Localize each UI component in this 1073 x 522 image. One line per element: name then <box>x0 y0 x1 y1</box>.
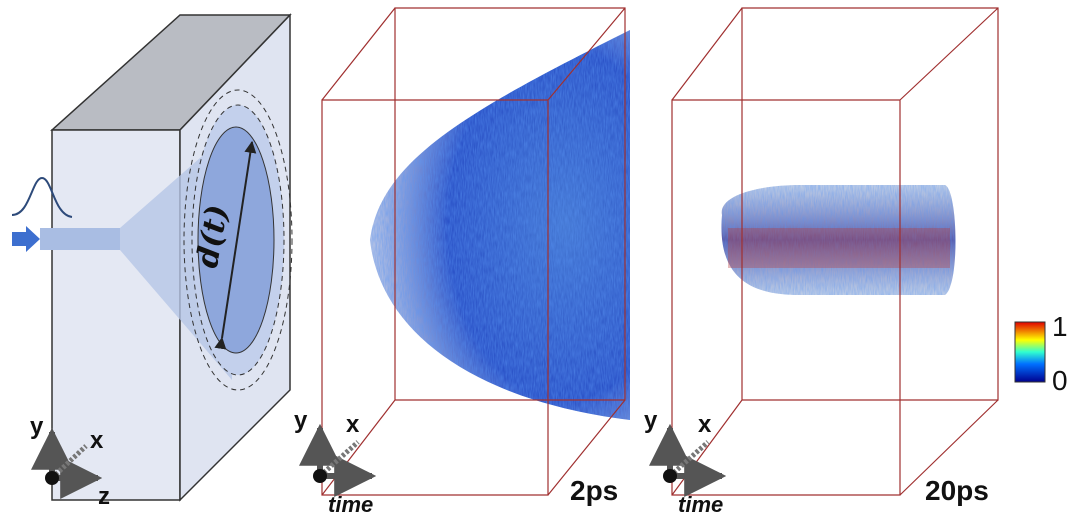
axes-triad: y x time <box>294 407 377 517</box>
axis-label: time <box>678 492 723 517</box>
field-texture <box>721 185 956 295</box>
volume-panel-2ps: y x time 2ps <box>294 7 630 517</box>
diameter-arrow <box>214 140 257 350</box>
axis-label: time <box>328 492 373 517</box>
beam-in <box>40 228 120 250</box>
bounding-box <box>321 7 626 496</box>
axis-label: y <box>644 407 658 434</box>
axis-label: y <box>294 407 308 434</box>
axes-triad: y x time <box>644 407 727 517</box>
field-texture <box>370 30 630 420</box>
block-front <box>51 129 181 501</box>
axes-triad: y x z <box>30 413 110 510</box>
axis-label: x <box>698 411 712 438</box>
field-core <box>728 228 950 268</box>
colorbar: 1 0 <box>1014 311 1068 396</box>
colorbar-gradient <box>1014 321 1046 383</box>
colorbar-min: 0 <box>1052 365 1068 396</box>
axis-label: y <box>30 413 44 440</box>
time-caption: 2ps <box>570 475 618 506</box>
outer-ring <box>183 89 293 391</box>
colorbar-max: 1 <box>1052 311 1068 342</box>
axis-label: x <box>346 411 360 438</box>
volume-panel-20ps: y x time 20ps <box>644 7 999 517</box>
device-panel: d(t) y x z <box>11 13 293 510</box>
input-arrow <box>12 226 40 252</box>
time-caption: 20ps <box>925 475 989 506</box>
axis-label: z <box>98 483 110 510</box>
axis-label: x <box>90 427 104 454</box>
bounding-box <box>671 7 999 496</box>
pulse <box>11 176 73 218</box>
